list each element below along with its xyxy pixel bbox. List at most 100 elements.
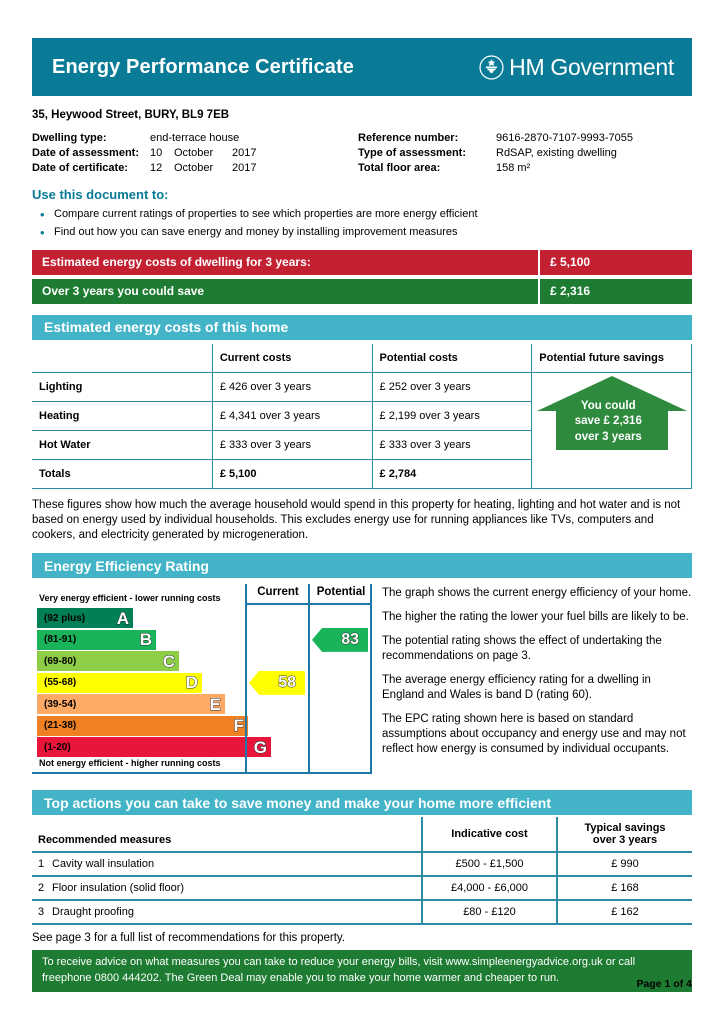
house-shape-icon — [536, 375, 687, 450]
lighting-current: £ 426 over 3 years — [211, 371, 373, 402]
estimated-costs-table: Current costs Potential costs Potential … — [32, 343, 692, 489]
assessment-year: 2017 — [232, 147, 257, 159]
chart-col-header-potential: Potential — [316, 586, 366, 599]
band-d: (55-68) D — [37, 672, 202, 693]
typical-savings-line1: Typical savings — [584, 822, 666, 835]
page-number: Page 1 of 4 — [636, 978, 692, 990]
band-c: (69-80) C — [37, 651, 179, 672]
dwelling-type-label: Dwelling type: — [32, 132, 107, 144]
use-document-list: Compare current ratings of properties to… — [32, 207, 692, 241]
row-label-lighting: Lighting — [32, 371, 213, 402]
energy-efficiency-rating-section: Very energy efficient - lower running co… — [32, 584, 692, 775]
list-item: Find out how you can save energy and mon… — [32, 225, 692, 241]
assessment-day: 10 — [150, 147, 163, 159]
table-row: 1 Cavity wall insulation £500 - £1,500 £ … — [32, 852, 692, 878]
hm-government-logo: HM Government — [479, 54, 674, 81]
chart-caption-bottom: Not energy efficient - higher running co… — [39, 758, 221, 769]
band-b-letter: B — [139, 630, 152, 650]
band-e: (39-54) E — [37, 694, 225, 715]
measure-name-1: Cavity wall insulation — [52, 858, 155, 871]
table-row-totals: Totals £ 5,100 £ 2,784 — [32, 458, 692, 489]
certificate-year: 2017 — [232, 162, 257, 174]
chart-divider-mid — [308, 584, 310, 775]
list-item: Compare current ratings of properties to… — [32, 207, 692, 223]
recommended-measures-table: Recommended measures Indicative cost Typ… — [32, 817, 692, 926]
eer-paragraph: The graph shows the current energy effic… — [382, 587, 692, 600]
current-rating-arrow: 58 — [249, 670, 305, 695]
col-current-costs: Current costs — [211, 343, 373, 373]
estimated-costs-heading: Estimated energy costs of this home — [32, 314, 692, 340]
could-save-banner: Over 3 years you could save £ 2,316 — [32, 278, 692, 304]
band-g-letter: G — [253, 737, 267, 757]
col-typical-savings: Typical savings over 3 years — [556, 817, 692, 854]
table-row: Lighting £ 426 over 3 years £ 252 over 3… — [32, 371, 692, 489]
heating-potential: £ 2,199 over 3 years — [371, 400, 533, 431]
measure-cost-2: £4,000 - £6,000 — [421, 876, 557, 902]
band-g: (1-20) G — [37, 737, 271, 758]
use-document-title: Use this document to: — [32, 187, 169, 202]
certificate-month: October — [174, 162, 214, 174]
table-header-row: Current costs Potential costs Potential … — [32, 343, 692, 373]
total-floor-area-label: Total floor area: — [358, 162, 441, 174]
col-potential-savings: Potential future savings — [531, 343, 692, 373]
measure-savings-3: £ 162 — [556, 900, 692, 926]
row-label-hot-water: Hot Water — [32, 429, 213, 460]
col-blank — [32, 343, 213, 373]
potential-rating-arrow: 83 — [312, 627, 368, 652]
band-a-range: (92 plus) — [44, 612, 86, 624]
property-details: Dwelling type: end-terrace house Referen… — [32, 132, 692, 174]
chart-caption-top: Very energy efficient - lower running co… — [39, 593, 221, 604]
heating-current: £ 4,341 over 3 years — [211, 400, 373, 431]
hotwater-current: £ 333 over 3 years — [211, 429, 373, 460]
top-actions-heading: Top actions you can take to save money a… — [32, 790, 692, 816]
estimated-cost-value: £ 5,100 — [550, 255, 591, 269]
typical-savings-line2: over 3 years — [592, 834, 658, 847]
measure-row-3: 3 Draught proofing — [32, 900, 422, 926]
total-floor-area-value: 158 m² — [496, 162, 531, 174]
chart-divider-left — [245, 584, 247, 775]
advice-footer-banner: To receive advice on what measures you c… — [32, 950, 692, 993]
band-c-range: (69-80) — [44, 655, 77, 667]
band-f: (21-38) F — [37, 715, 248, 736]
band-b-range: (81-91) — [44, 634, 77, 646]
date-of-assessment-label: Date of assessment: — [32, 147, 139, 159]
band-d-range: (55-68) — [44, 677, 77, 689]
reference-number-label: Reference number: — [358, 132, 459, 144]
col-potential-costs: Potential costs — [371, 343, 533, 373]
type-of-assessment-label: Type of assessment: — [358, 147, 467, 159]
date-of-certificate-value: 12 October 2017 — [150, 162, 358, 174]
band-d-letter: D — [185, 673, 198, 693]
totals-potential: £ 2,784 — [371, 458, 533, 489]
energy-efficiency-rating-heading: Energy Efficiency Rating — [32, 553, 692, 579]
royal-crest-icon — [479, 54, 504, 80]
table-header-row: Recommended measures Indicative cost Typ… — [32, 817, 692, 854]
chart-divider-right — [370, 584, 372, 775]
row-label-heating: Heating — [32, 400, 213, 431]
measure-savings-2: £ 168 — [556, 876, 692, 902]
band-e-letter: E — [209, 694, 221, 714]
property-address: 35, Heywood Street, BURY, BL9 7EB — [32, 109, 230, 121]
band-e-range: (39-54) — [44, 698, 77, 710]
band-a-letter: A — [116, 608, 129, 628]
band-a: (92 plus) A — [37, 608, 133, 629]
chart-col-header-current: Current — [257, 586, 299, 599]
measure-index-2: 2 — [38, 882, 45, 895]
measure-name-3: Draught proofing — [52, 906, 134, 919]
assessment-month: October — [174, 147, 214, 159]
certificate-day: 12 — [150, 162, 163, 174]
totals-current: £ 5,100 — [211, 458, 373, 489]
measure-cost-1: £500 - £1,500 — [421, 852, 557, 878]
hotwater-potential: £ 333 over 3 years — [371, 429, 533, 460]
potential-rating-value: 83 — [341, 630, 360, 648]
chart-header-rule — [245, 603, 372, 606]
could-save-value: £ 2,316 — [550, 284, 591, 298]
measure-index-3: 3 — [38, 906, 45, 919]
reference-number-value: 9616-2870-7107-9993-7055 — [496, 132, 634, 144]
measure-row-2: 2 Floor insulation (solid floor) — [32, 876, 422, 902]
hm-government-text: HM Government — [509, 53, 674, 80]
dwelling-type-value: end-terrace house — [150, 132, 240, 144]
band-g-range: (1-20) — [44, 741, 71, 753]
table-row: 2 Floor insulation (solid floor) £4,000 -… — [32, 876, 692, 902]
band-b: (81-91) B — [37, 629, 156, 650]
band-f-range: (21-38) — [44, 720, 77, 732]
